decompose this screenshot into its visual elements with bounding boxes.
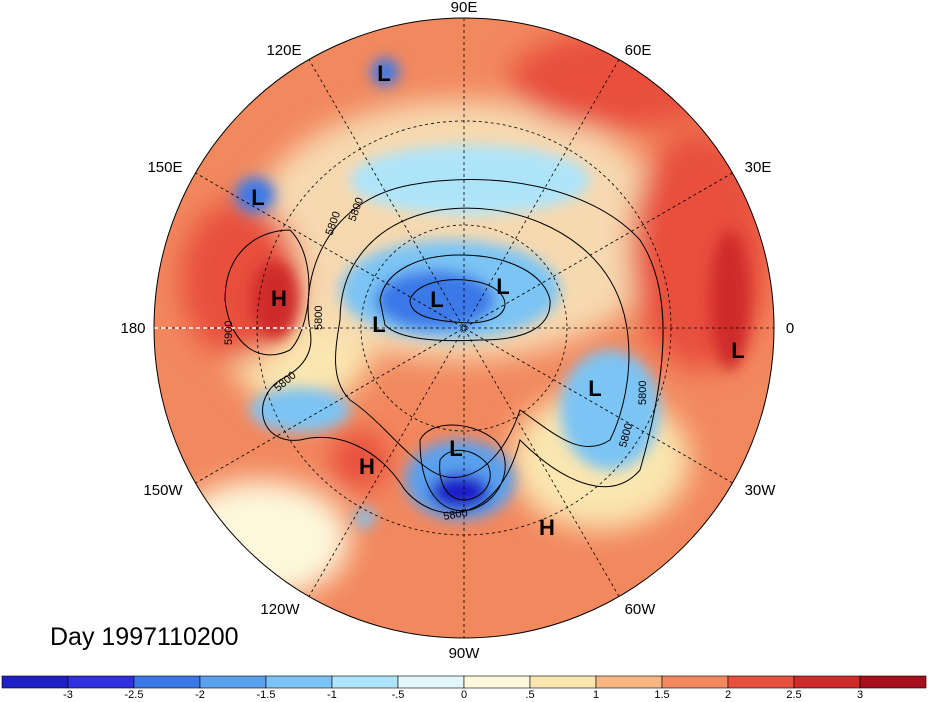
low-pressure-marker: L — [449, 436, 462, 461]
high-pressure-marker: H — [271, 286, 287, 311]
colorbar-swatch — [1, 675, 69, 689]
lon-label: 60E — [625, 42, 652, 59]
colorbar-tick-label: -2.5 — [125, 689, 144, 701]
lon-label: 150E — [147, 159, 182, 176]
contour-label: 5800 — [442, 507, 468, 523]
colorbar-tick-label: -3 — [63, 689, 73, 701]
colorbar-swatch — [397, 675, 465, 689]
contour-labels: 5800 5800 5800 5800 5800 5800 5800 5900 — [223, 196, 649, 523]
colorbar-tick-label: 2 — [725, 689, 731, 701]
colorbar-swatch — [67, 675, 135, 689]
lon-label: 150W — [143, 482, 183, 499]
graticule — [154, 18, 774, 638]
low-pressure-marker: L — [588, 376, 601, 401]
low-pressure-marker: L — [430, 287, 443, 312]
colorbar-swatch — [133, 675, 201, 689]
lon-label: 90W — [449, 645, 481, 662]
colorbar-swatch — [661, 675, 729, 689]
colorbar-swatch — [331, 675, 399, 689]
low-pressure-marker: L — [496, 274, 509, 299]
colorbar-tick-label: -2 — [195, 689, 205, 701]
colorbar-tick-label: .5 — [525, 689, 534, 701]
day-label: Day 1997110200 — [50, 623, 239, 651]
contour-label: 5800 — [637, 381, 649, 405]
low-pressure-marker: L — [251, 185, 264, 210]
colorbar-tick-label: -1.5 — [257, 689, 276, 701]
lon-label: 90E — [451, 0, 478, 16]
anomaly-field — [154, 18, 774, 638]
colorbar-swatch — [793, 675, 861, 689]
lon-label: 0 — [786, 320, 794, 337]
colorbar-swatch — [859, 675, 927, 689]
colorbar: -3 -2.5 -2 -1.5 -1 -.5 0 .5 1 1.5 2 2.5 3 — [1, 675, 927, 701]
colorbar-swatch — [595, 675, 663, 689]
high-pressure-marker: H — [539, 515, 555, 540]
colorbar-tick-label: 2.5 — [786, 689, 801, 701]
map-boundary — [153, 17, 775, 639]
low-pressure-marker: L — [372, 312, 385, 337]
lon-label: 120W — [260, 601, 300, 618]
colorbar-tick-label: 3 — [857, 689, 863, 701]
lon-label: 30W — [745, 482, 777, 499]
low-pressure-marker: L — [377, 61, 390, 86]
pressure-centers: L L L L L L L L H H H — [251, 61, 744, 540]
colorbar-swatch — [199, 675, 267, 689]
lon-label: 60W — [625, 601, 657, 618]
contour-label: 5800 — [313, 306, 325, 330]
contour-label: 5900 — [223, 321, 235, 345]
colorbar-swatch — [265, 675, 333, 689]
colorbar-tick-label: -1 — [327, 689, 337, 701]
high-pressure-marker: H — [359, 454, 375, 479]
colorbar-swatch — [529, 675, 597, 689]
lon-label: 180 — [120, 320, 145, 337]
colorbar-swatch — [727, 675, 795, 689]
low-pressure-marker: L — [731, 338, 744, 363]
lon-label: 30E — [745, 159, 772, 176]
colorbar-tick-label: 1 — [593, 689, 599, 701]
colorbar-tick-label: -.5 — [392, 689, 405, 701]
colorbar-tick-label: 0 — [461, 689, 467, 701]
longitude-labels: 90E 60E 30E 0 30W 60W 90W 120W 150W 180 … — [120, 0, 794, 662]
colorbar-tick-label: 1.5 — [654, 689, 669, 701]
lon-label: 120E — [266, 42, 301, 59]
colorbar-swatch — [463, 675, 531, 689]
